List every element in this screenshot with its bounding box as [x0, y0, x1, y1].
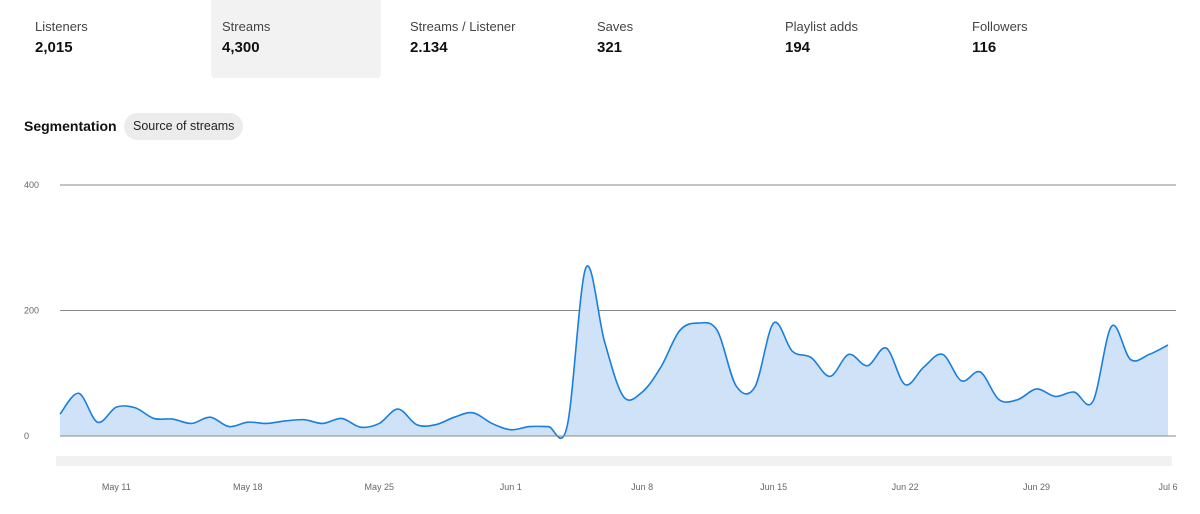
segmentation-chip[interactable]: Source of streams: [124, 113, 244, 140]
y-tick-label: 400: [24, 180, 39, 190]
x-tick-label: May 18: [233, 482, 263, 492]
stat-label: Followers: [972, 19, 1028, 34]
stat-tab-listeners[interactable]: Listeners 2,015: [24, 0, 194, 78]
y-tick-label: 0: [24, 431, 29, 441]
x-tick-label: Jun 8: [631, 482, 653, 492]
stat-tab-playlist-adds[interactable]: Playlist adds 194: [774, 0, 944, 78]
x-tick-label: Jun 22: [892, 482, 919, 492]
stat-label: Streams / Listener: [410, 19, 516, 34]
stat-label: Streams: [222, 19, 271, 34]
stat-value: 2,015: [35, 39, 73, 56]
stat-value: 116: [972, 39, 997, 56]
stat-label: Saves: [597, 19, 634, 34]
stat-tab-saves[interactable]: Saves 321: [586, 0, 756, 78]
stats-bar: Listeners 2,015 Streams 4,300 Streams / …: [24, 0, 1200, 78]
streams-chart: 0 200 400 May 11 May 18 May 25 Jun 1 Jun 8 Jun 1…: [24, 180, 1178, 492]
x-tick-label: Jun 1: [500, 482, 522, 492]
streams-area: [60, 265, 1168, 439]
segmentation-title: Segmentation: [24, 118, 117, 134]
x-tick-label: May 25: [364, 482, 394, 492]
stat-value: 2.134: [410, 39, 448, 56]
stat-value: 321: [597, 39, 623, 56]
x-tick-label: Jun 15: [760, 482, 787, 492]
stat-tab-streams-per-listener[interactable]: Streams / Listener 2.134: [399, 0, 569, 78]
stat-value: 4,300: [222, 39, 260, 56]
stat-value: 194: [785, 39, 811, 56]
x-tick-label: Jul 6: [1158, 482, 1177, 492]
stat-tab-followers[interactable]: Followers 116: [961, 0, 1131, 78]
chart-range-scrollbar[interactable]: [56, 456, 1172, 466]
y-tick-label: 200: [24, 306, 39, 316]
x-tick-label: Jun 29: [1023, 482, 1050, 492]
stat-tab-streams[interactable]: Streams 4,300: [211, 0, 381, 78]
stat-label: Playlist adds: [785, 19, 858, 34]
stat-label: Listeners: [35, 19, 88, 34]
x-tick-label: May 11: [102, 482, 131, 492]
